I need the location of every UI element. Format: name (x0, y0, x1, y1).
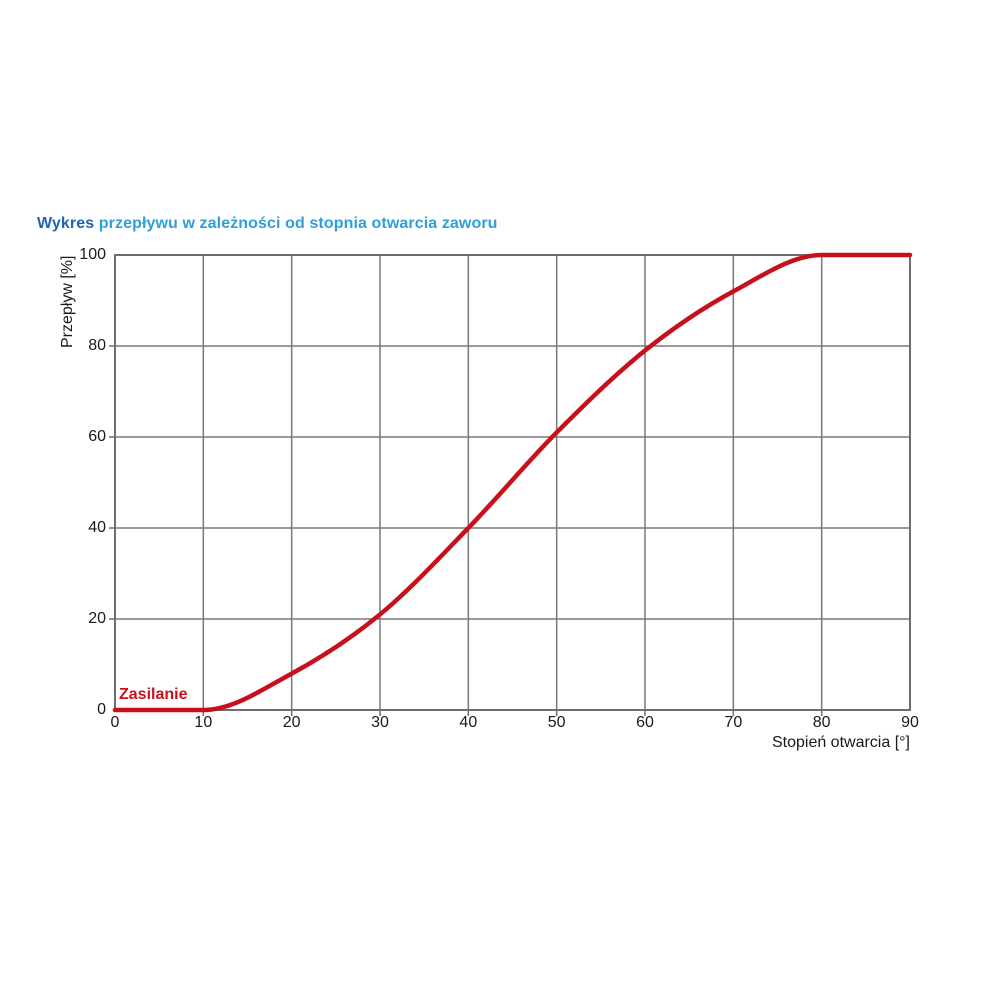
x-tick-label: 40 (459, 714, 478, 731)
y-tick-label: 60 (88, 428, 106, 445)
y-tick-label: 40 (88, 519, 106, 536)
x-axis-label: Stopień otwarcia [°] (771, 734, 910, 751)
chart-title-rest: przepływu w zależności od stopnia otwarc… (98, 215, 498, 232)
x-tick-label: 50 (547, 714, 566, 731)
x-tick-label: 10 (194, 714, 213, 731)
x-tick-label: 0 (110, 714, 120, 731)
series-label-zasilanie: Zasilanie (119, 686, 188, 703)
chart-title-word1: Wykres (37, 215, 95, 232)
flow-curve (112, 252, 913, 713)
x-tick-label: 20 (282, 714, 301, 731)
y-tick-label: 20 (88, 610, 106, 627)
x-tick-label: 30 (371, 714, 389, 731)
y-tick-label: 80 (88, 337, 106, 354)
chart-svg (109, 252, 913, 716)
x-tick-label: 90 (901, 714, 919, 731)
plot-border (114, 254, 911, 711)
x-tick-label: 70 (724, 714, 743, 731)
y-axis-label: Przepływ [%] (59, 255, 76, 348)
y-tick-label: 100 (79, 246, 106, 263)
chart-title: Wykres przepływu w zależności od stopnia… (37, 215, 498, 233)
x-tick-label: 80 (812, 714, 831, 731)
y-tick-label: 0 (97, 701, 106, 718)
x-tick-label: 60 (636, 714, 654, 731)
